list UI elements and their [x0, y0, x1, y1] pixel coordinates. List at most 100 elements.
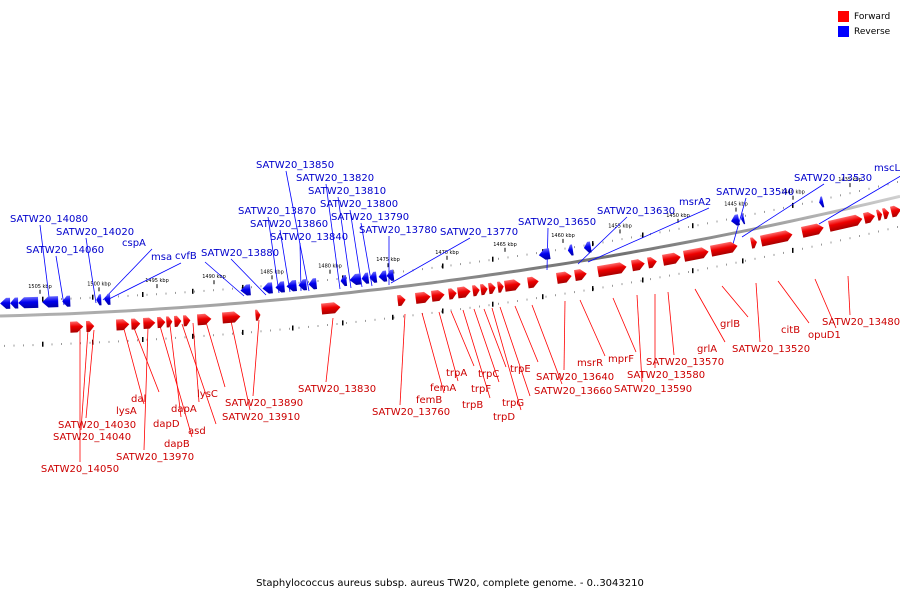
forward-callout-line — [85, 329, 95, 419]
forward-gene — [574, 269, 587, 281]
forward-gene-label: SATW20_13890 — [225, 398, 303, 409]
tick-mark — [39, 289, 41, 294]
forward-callout-line — [133, 327, 160, 393]
forward-gene-label: dapD — [153, 419, 180, 430]
reverse-callout-line — [577, 216, 628, 265]
reverse-gene-label: msrA2 — [679, 197, 711, 208]
forward-gene-label: trpB — [462, 400, 483, 411]
reverse-gene — [262, 282, 273, 294]
legend-reverse: Reverse — [838, 24, 890, 39]
forward-gene-label: msrR — [577, 358, 603, 369]
forward-gene-label: SATW20_14030 — [58, 420, 136, 431]
reverse-gene-label: SATW20_13530 — [794, 173, 872, 184]
forward-gene-label: dapA — [171, 404, 197, 415]
reverse-gene-label: SATW20_13860 — [250, 219, 328, 230]
tick-mark — [446, 255, 448, 260]
tick-mark — [849, 183, 851, 188]
legend-forward-label: Forward — [854, 11, 891, 22]
reverse-callout-line — [267, 216, 280, 294]
reverse-gene-label: SATW20_13820 — [296, 173, 374, 184]
forward-callout-line — [192, 322, 200, 403]
forward-callout-line — [399, 313, 406, 406]
forward-gene — [166, 316, 173, 328]
forward-gene-label: SATW20_13590 — [614, 384, 692, 395]
tick-label: 1470 kbp — [435, 250, 459, 256]
genome-caption: Staphylococcus aureus subsp. aureus TW20… — [256, 578, 644, 589]
forward-gene — [480, 284, 488, 296]
reverse-callout-line — [818, 175, 900, 225]
forward-gene — [710, 241, 738, 257]
forward-gene — [750, 237, 757, 249]
reverse-callout-line — [337, 196, 352, 289]
legend-reverse-label: Reverse — [854, 26, 891, 37]
forward-gene — [760, 230, 793, 247]
forward-gene-label: SATW20_13760 — [372, 407, 450, 418]
forward-gene-label: SATW20_13480 — [822, 317, 900, 328]
reverse-callout-line — [55, 255, 65, 306]
forward-callout-line — [159, 325, 193, 438]
reverse-callout-line — [204, 261, 245, 297]
tick-mark — [677, 218, 679, 223]
reverse-callout-line — [741, 183, 825, 238]
forward-gene — [70, 321, 84, 333]
reverse-swatch — [838, 26, 849, 37]
forward-callout-line — [777, 280, 810, 324]
forward-callout-line — [491, 307, 522, 411]
forward-gene — [863, 211, 875, 224]
tick-label: 1490 kbp — [202, 274, 226, 280]
reverse-gene-label: SATW20_13790 — [331, 212, 409, 223]
forward-gene — [497, 281, 504, 293]
reverse-callout-line — [360, 222, 373, 287]
reverse-gene — [583, 241, 592, 253]
reverse-gene-label: SATW20_14020 — [56, 227, 134, 238]
tick-mark — [98, 287, 100, 292]
forward-gene — [183, 315, 191, 327]
forward-callout-line — [421, 312, 445, 394]
reverse-gene-label: SATW20_13870 — [238, 206, 316, 217]
reverse-gene-label: SATW20_13770 — [440, 227, 518, 238]
forward-callout-line — [80, 329, 89, 431]
forward-gene-label: mprF — [608, 354, 634, 365]
forward-gene — [431, 289, 445, 302]
tick-mark — [619, 229, 621, 234]
reverse-gene-label: SATW20_14080 — [10, 214, 88, 225]
reverse-gene — [104, 293, 111, 305]
forward-gene — [556, 271, 572, 284]
forward-gene-label: trpE — [510, 364, 531, 375]
reverse-gene — [18, 296, 39, 309]
reverse-gene-label: SATW20_13800 — [320, 199, 398, 210]
forward-gene-label: citB — [781, 325, 800, 336]
tick-mark — [792, 195, 794, 200]
forward-gene — [415, 291, 431, 304]
forward-gene — [488, 282, 496, 295]
reverse-gene-label: SATW20_14060 — [26, 245, 104, 256]
forward-callout-line — [169, 324, 182, 418]
forward-gene-label: SATW20_13970 — [116, 452, 194, 463]
forward-callout-line — [473, 308, 500, 383]
forward-gene — [116, 319, 130, 331]
reverse-gene — [340, 274, 348, 287]
reverse-gene-label: SATW20_13880 — [201, 248, 279, 259]
forward-gene — [828, 214, 863, 232]
tick-label: 1450 kbp — [666, 213, 690, 219]
forward-gene-label: SATW20_13570 — [646, 357, 724, 368]
reverse-gene — [741, 213, 746, 225]
forward-callout-line — [325, 317, 334, 383]
reverse-callout-line — [39, 224, 51, 306]
forward-gene-label: trpF — [471, 384, 491, 395]
forward-gene — [448, 288, 457, 300]
forward-callout-line — [514, 305, 539, 363]
forward-gene-label: SATW20_13520 — [732, 344, 810, 355]
reverse-gene — [286, 280, 297, 292]
forward-gene — [157, 316, 166, 329]
forward-gene — [662, 252, 681, 266]
reverse-callout-line — [108, 262, 182, 300]
forward-callout-line — [181, 323, 217, 425]
reverse-callout-line — [285, 170, 310, 292]
reverse-gene — [96, 294, 102, 306]
forward-callout-line — [230, 320, 251, 411]
reverse-gene — [567, 244, 574, 256]
tick-label: 1465 kbp — [493, 242, 517, 248]
forward-gene-label: trpD — [493, 412, 515, 423]
